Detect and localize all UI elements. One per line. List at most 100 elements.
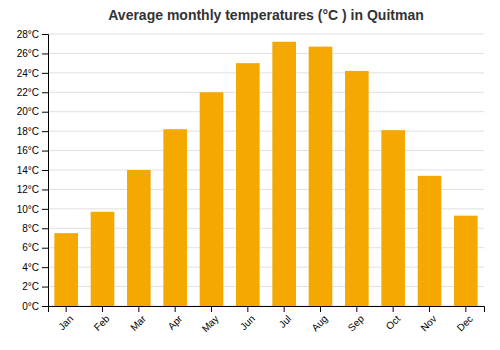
y-tick-mark <box>42 151 48 152</box>
y-tick: 26°C <box>17 48 48 59</box>
y-tick: 12°C <box>17 184 48 195</box>
y-tick: 8°C <box>22 223 48 234</box>
y-tick-label: 24°C <box>17 68 39 79</box>
x-tick: Mar <box>128 306 148 333</box>
y-tick-label: 2°C <box>22 281 39 292</box>
bar <box>200 92 224 306</box>
y-tick-label: 6°C <box>22 242 39 253</box>
x-tick-label: Dec <box>455 313 475 333</box>
y-tick-label: 12°C <box>17 184 39 195</box>
y-tick-mark <box>42 248 48 249</box>
bars <box>54 42 477 306</box>
grid-line <box>48 34 484 35</box>
y-tick-label: 16°C <box>17 145 39 156</box>
y-tick-label: 28°C <box>17 29 39 40</box>
bar <box>163 129 187 306</box>
x-tick-label: Mar <box>128 313 148 333</box>
x-tick: Jul <box>277 306 294 330</box>
y-tick: 10°C <box>17 204 48 215</box>
x-tick: Apr <box>166 306 185 332</box>
x-tick-label: Apr <box>166 313 185 332</box>
y-tick: 4°C <box>22 262 48 273</box>
y-axis-line <box>42 35 49 307</box>
bar <box>91 212 115 306</box>
x-tick-label: Jan <box>56 313 75 332</box>
y-tick-label: 4°C <box>22 262 39 273</box>
y-tick-mark <box>42 34 48 35</box>
bar <box>54 233 78 306</box>
x-tick: Aug <box>309 306 329 333</box>
x-tick: Oct <box>384 306 403 332</box>
x-tick-mark <box>429 306 430 312</box>
y-tick: 0°C <box>22 301 48 312</box>
x-tick-label: Nov <box>418 313 438 333</box>
bar <box>418 176 442 306</box>
y-tick: 28°C <box>17 29 48 40</box>
grid-line <box>48 92 484 93</box>
y-tick-label: 8°C <box>22 223 39 234</box>
x-tick-label: Feb <box>92 313 112 333</box>
y-tick-label: 26°C <box>17 48 39 59</box>
x-tick-label: May <box>200 313 221 334</box>
y-tick: 6°C <box>22 242 48 253</box>
y-tick-label: 22°C <box>17 87 39 98</box>
grid-line <box>48 170 484 171</box>
y-tick: 22°C <box>17 87 48 98</box>
x-tick: Nov <box>418 306 438 333</box>
y-tick-mark <box>42 287 48 288</box>
x-tick-label: Aug <box>309 313 329 333</box>
bar <box>381 130 405 306</box>
y-tick-mark <box>42 131 48 132</box>
y-tick: 24°C <box>17 68 48 79</box>
x-tick: May <box>200 306 221 334</box>
y-tick-mark <box>42 92 48 93</box>
y-tick: 16°C <box>17 145 48 156</box>
y-tick-mark <box>42 209 48 210</box>
y-tick-mark <box>42 112 48 113</box>
y-tick: 14°C <box>17 165 48 176</box>
y-tick-mark <box>42 306 48 307</box>
y-tick: 18°C <box>17 126 48 137</box>
x-axis: Jan Feb Mar Apr May Jun Jul Aug Sep Oct Nov Dec <box>49 306 485 334</box>
x-tick-label: Jul <box>277 313 294 330</box>
y-tick-mark <box>42 53 48 54</box>
y-tick-mark <box>42 189 48 190</box>
plot: 0°C 2°C 4°C 6°C 8°C 10°C 12°C 14°C 16°C 18°C 20°C 2… <box>17 29 485 335</box>
x-tick-mark <box>102 306 103 312</box>
y-tick-label: 0°C <box>22 301 39 312</box>
grid-line <box>48 111 484 112</box>
x-tick: Sep <box>346 306 367 333</box>
grid-line <box>48 150 484 151</box>
x-tick: Jun <box>238 306 257 332</box>
y-tick-label: 10°C <box>17 204 39 215</box>
x-tick-label: Jun <box>238 313 257 332</box>
x-tick-mark <box>320 306 321 312</box>
x-tick-mark <box>211 306 212 312</box>
x-tick: Jan <box>56 306 75 332</box>
bar <box>272 42 296 306</box>
grid-line <box>48 131 484 132</box>
y-axis: 0°C 2°C 4°C 6°C 8°C 10°C 12°C 14°C 16°C 18°C 20°C 2… <box>17 29 49 312</box>
y-tick-mark <box>42 73 48 74</box>
x-tick: Dec <box>455 306 475 333</box>
x-tick-label: Oct <box>384 313 403 332</box>
title: Average monthly temperatures (°C ) in Qu… <box>108 7 423 23</box>
bar <box>127 170 151 306</box>
y-tick-mark <box>42 267 48 268</box>
x-tick-mark <box>284 306 285 312</box>
y-tick-label: 18°C <box>17 126 39 137</box>
y-tick: 20°C <box>17 106 48 117</box>
x-tick-mark <box>175 306 176 312</box>
x-tick: Feb <box>92 306 112 333</box>
y-tick-mark <box>42 170 48 171</box>
x-tick-label: Sep <box>346 313 367 334</box>
x-tick-mark <box>247 306 248 312</box>
x-tick-mark <box>393 306 394 312</box>
y-tick-label: 20°C <box>17 106 39 117</box>
x-tick-mark <box>465 306 466 312</box>
x-axis-line <box>49 307 485 313</box>
y-tick: 2°C <box>22 281 48 292</box>
bar <box>345 71 369 306</box>
x-tick-mark <box>356 306 357 312</box>
x-tick-mark <box>66 306 67 312</box>
